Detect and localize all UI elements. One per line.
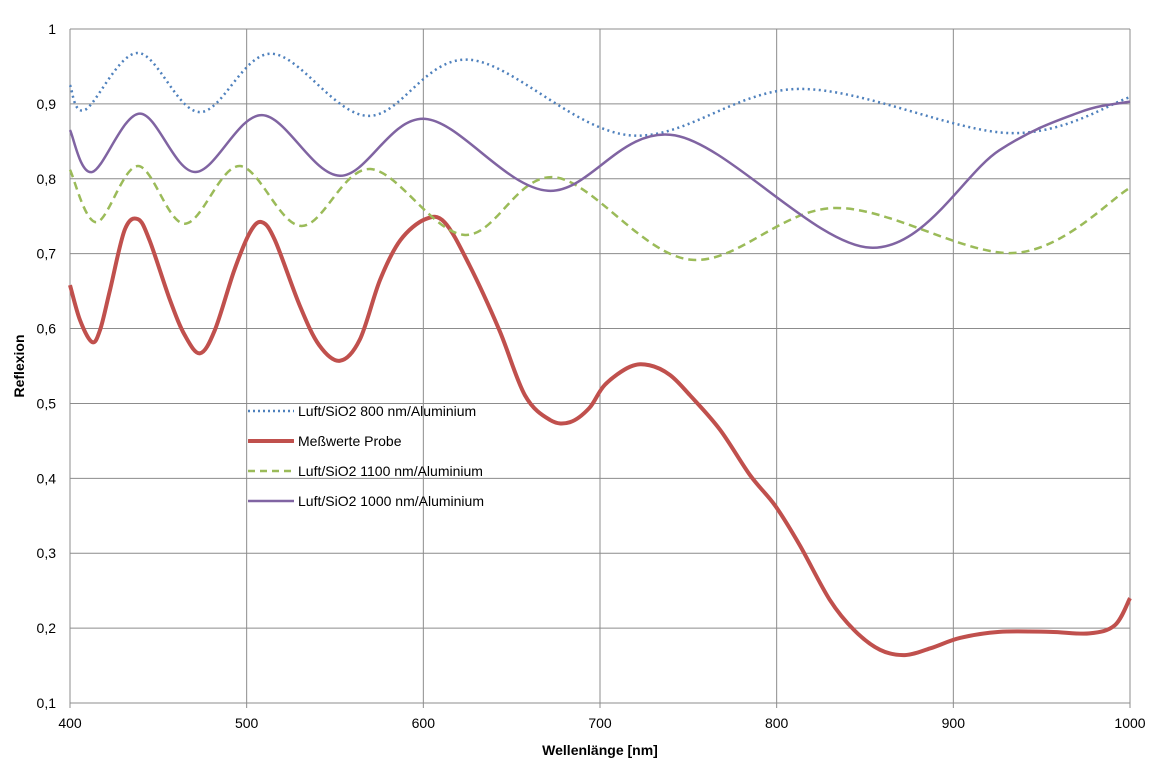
legend-item-800nm: Luft/SiO2 800 nm/Aluminium	[248, 396, 484, 426]
x-tick-label: 1000	[1114, 715, 1145, 731]
x-tick-label: 500	[235, 715, 259, 731]
y-tick-label: 0,8	[37, 171, 57, 187]
legend-item-1100nm: Luft/SiO2 1100 nm/Aluminium	[248, 456, 484, 486]
y-tick-label: 0,4	[37, 470, 57, 486]
tick-labels: 0,1 0,2 0,3 0,4 0,5 0,6 0,7 0,8 0,9 1 400 500 600 700…	[37, 21, 1146, 731]
series-lines	[68, 51, 1132, 658]
legend-item-1000nm: Luft/SiO2 1000 nm/Aluminium	[248, 486, 484, 516]
legend: Luft/SiO2 800 nm/Aluminium Meßwerte Prob…	[248, 396, 484, 516]
legend-swatch-solid-red	[248, 439, 294, 443]
x-tick-label: 800	[765, 715, 789, 731]
x-tick-label: 900	[942, 715, 966, 731]
legend-label: Luft/SiO2 800 nm/Aluminium	[298, 403, 477, 419]
y-tick-label: 1	[48, 21, 56, 37]
legend-swatch-solid-purple	[248, 499, 294, 503]
x-tick-label: 600	[412, 715, 436, 731]
x-axis-label: Wellenlänge [nm]	[542, 742, 658, 758]
legend-label: Luft/SiO2 1000 nm/Aluminium	[298, 493, 484, 509]
legend-item-messwerte: Meßwerte Probe	[248, 426, 484, 456]
y-tick-label: 0,5	[37, 395, 57, 411]
legend-swatch-dotted	[248, 409, 294, 413]
x-tick-label: 700	[588, 715, 612, 731]
y-tick-label: 0,9	[37, 96, 57, 112]
y-tick-label: 0,7	[37, 246, 57, 262]
y-tick-label: 0,3	[37, 545, 57, 561]
x-tick-label: 400	[58, 715, 82, 731]
series-line-2	[68, 164, 1131, 262]
legend-label: Meßwerte Probe	[298, 433, 402, 449]
legend-label: Luft/SiO2 1100 nm/Aluminium	[298, 463, 483, 479]
y-axis-label: Reflexion	[11, 334, 27, 397]
y-tick-label: 0,2	[37, 620, 57, 636]
legend-swatch-dashed	[248, 469, 294, 473]
y-tick-label: 0,1	[37, 695, 57, 711]
series-line-0	[68, 51, 1131, 137]
grid	[69, 28, 1131, 708]
y-tick-label: 0,6	[37, 321, 57, 337]
series-line-3	[68, 100, 1131, 249]
series-line-1	[68, 214, 1132, 658]
